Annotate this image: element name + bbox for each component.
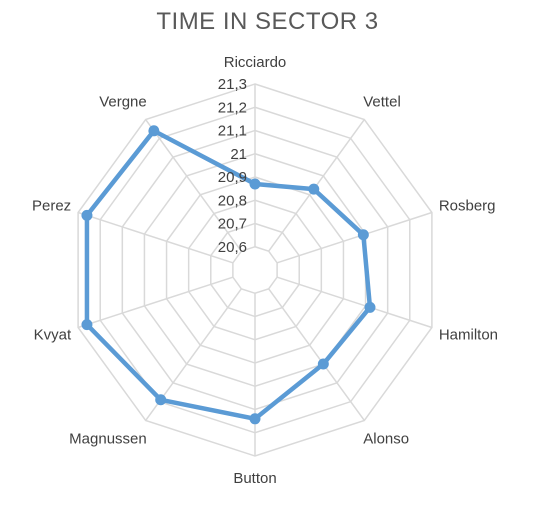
category-label-button: Button <box>233 470 276 487</box>
category-label-vergne: Vergne <box>99 94 147 111</box>
radial-tick-label: 20,8 <box>218 192 247 209</box>
chart-title: TIME IN SECTOR 3 <box>156 8 379 35</box>
data-point-hamilton[interactable] <box>364 301 376 313</box>
series-layer <box>81 125 376 425</box>
spoke-line <box>77 211 234 264</box>
data-point-alonso[interactable] <box>317 358 329 370</box>
category-label-vettel: Vettel <box>363 94 401 111</box>
category-label-ricciardo: Ricciardo <box>224 54 287 71</box>
category-label-alonso: Alonso <box>363 430 409 447</box>
data-point-vettel[interactable] <box>308 183 320 195</box>
spoke-line <box>145 119 242 252</box>
radial-tick-label: 20,6 <box>218 239 247 256</box>
axis-layer <box>77 84 433 456</box>
label-layer: 20,6 20,7 20,8 20,9 21 21,1 21,2 21,3 Ricciardo V… <box>32 54 498 487</box>
radial-tick-label: 21,2 <box>218 99 247 116</box>
spoke-line <box>268 288 365 421</box>
category-label-perez: Perez <box>32 198 71 215</box>
radial-tick-label: 21 <box>230 146 247 163</box>
data-point-kvyat[interactable] <box>81 319 93 331</box>
data-point-perez[interactable] <box>81 209 93 221</box>
category-label-rosberg: Rosberg <box>439 198 496 215</box>
radial-tick-label: 21,3 <box>218 76 247 93</box>
category-label-hamilton: Hamilton <box>439 326 498 343</box>
spoke-line <box>276 211 433 264</box>
category-label-kvyat: Kvyat <box>34 326 72 343</box>
radial-tick-label: 20,7 <box>218 216 247 233</box>
spoke-line <box>276 276 433 329</box>
data-point-ricciardo[interactable] <box>249 178 261 190</box>
category-label-magnussen: Magnussen <box>69 430 147 447</box>
radial-tick-label: 21,1 <box>218 123 247 140</box>
radial-tick-label: 20,9 <box>218 169 247 186</box>
data-point-magnussen[interactable] <box>155 394 167 406</box>
data-point-vergne[interactable] <box>148 125 160 137</box>
data-point-rosberg[interactable] <box>357 229 369 241</box>
data-point-button[interactable] <box>249 413 261 425</box>
spoke-line <box>77 276 234 329</box>
